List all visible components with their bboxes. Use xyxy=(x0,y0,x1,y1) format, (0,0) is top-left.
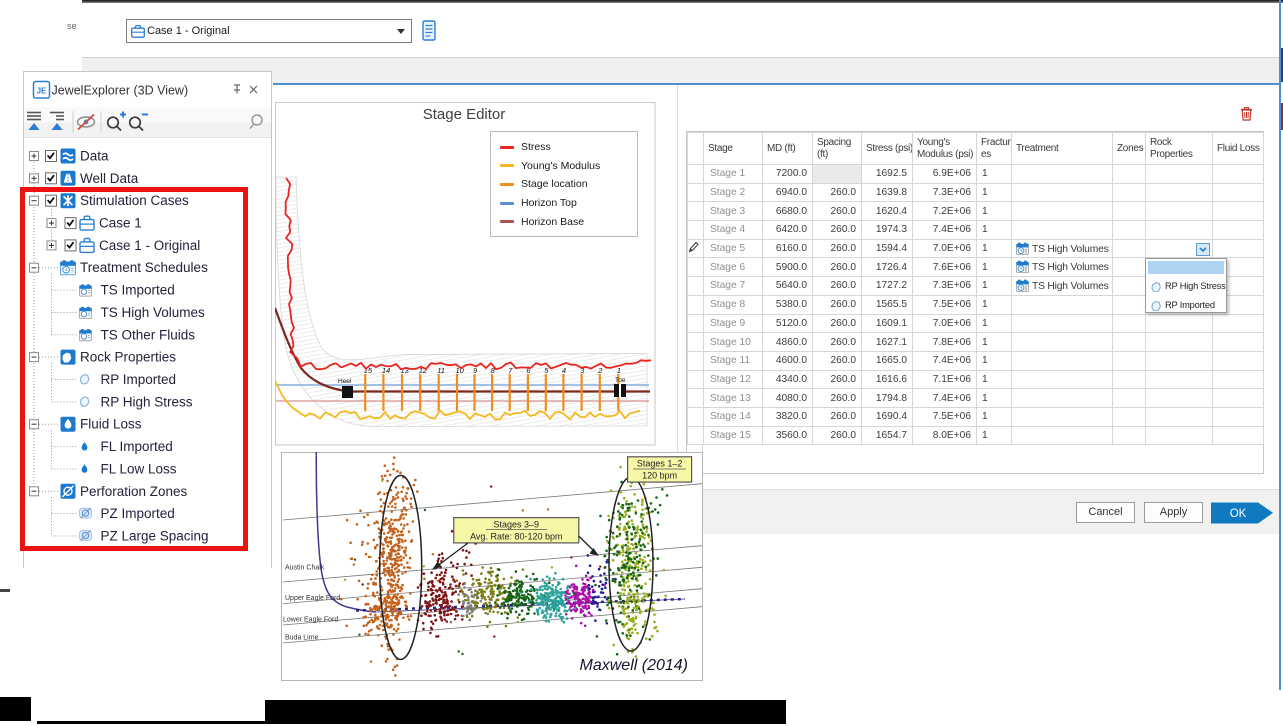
svg-text:Lower Eagle Ford: Lower Eagle Ford xyxy=(283,617,338,624)
svg-text:PZ Large Spacing: PZ Large Spacing xyxy=(101,529,209,544)
svg-text:Perforation Zones: Perforation Zones xyxy=(80,484,188,499)
svg-text:6: 6 xyxy=(526,366,531,375)
svg-text:11: 11 xyxy=(437,366,445,375)
svg-text:PZ Imported: PZ Imported xyxy=(101,506,175,521)
svg-text:14: 14 xyxy=(382,366,390,375)
svg-text:Stages 1–2: Stages 1–2 xyxy=(637,459,683,469)
svg-text:Stage Editor: Stage Editor xyxy=(423,106,506,123)
svg-text:Stimulation Cases: Stimulation Cases xyxy=(80,193,189,208)
svg-text:13: 13 xyxy=(401,366,410,375)
svg-text:Avg. Rate: 80-120 bpm: Avg. Rate: 80-120 bpm xyxy=(470,531,562,541)
svg-text:10: 10 xyxy=(456,366,465,375)
svg-text:5: 5 xyxy=(544,366,549,375)
svg-text:Data: Data xyxy=(80,149,109,164)
svg-text:TS High Volumes: TS High Volumes xyxy=(101,305,206,320)
svg-text:1: 1 xyxy=(617,366,621,375)
svg-text:2: 2 xyxy=(597,366,603,375)
svg-text:TS Imported: TS Imported xyxy=(101,283,175,298)
svg-text:Case 1: Case 1 xyxy=(99,216,142,231)
svg-text:FL Low Loss: FL Low Loss xyxy=(101,461,177,476)
svg-text:Case 1 - Original: Case 1 - Original xyxy=(99,238,200,253)
svg-text:7: 7 xyxy=(508,366,513,375)
svg-text:Fluid Loss: Fluid Loss xyxy=(80,417,142,432)
svg-text:Toe: Toe xyxy=(615,377,626,384)
svg-text:RP High Stress: RP High Stress xyxy=(101,394,193,409)
svg-text:12: 12 xyxy=(419,366,428,375)
svg-text:JE: JE xyxy=(37,87,47,96)
svg-text:4: 4 xyxy=(562,366,566,375)
svg-text:Maxwell (2014): Maxwell (2014) xyxy=(580,657,688,674)
svg-text:Rock Properties: Rock Properties xyxy=(80,350,176,365)
svg-text:9: 9 xyxy=(473,366,478,375)
svg-text:TS Other Fluids: TS Other Fluids xyxy=(101,327,196,342)
svg-text:Well Data: Well Data xyxy=(80,171,139,186)
svg-text:Treatment Schedules: Treatment Schedules xyxy=(80,260,208,275)
svg-text:RP Imported: RP Imported xyxy=(101,372,177,387)
svg-text:Austin Chalk: Austin Chalk xyxy=(285,565,325,572)
svg-text:120 bpm: 120 bpm xyxy=(642,471,677,481)
svg-text:8: 8 xyxy=(491,366,496,375)
svg-text:FL Imported: FL Imported xyxy=(101,439,173,454)
svg-text:15: 15 xyxy=(364,366,373,375)
svg-text:3: 3 xyxy=(580,366,585,375)
svg-text:JewelExplorer (3D View): JewelExplorer (3D View) xyxy=(52,84,189,98)
svg-text:Stages 3–9: Stages 3–9 xyxy=(494,519,540,529)
svg-text:Upper Eagle Ford: Upper Eagle Ford xyxy=(285,595,340,602)
svg-text:OK: OK xyxy=(1230,508,1247,520)
svg-text:Heel: Heel xyxy=(338,378,352,385)
svg-text:Buda Lime: Buda Lime xyxy=(285,635,319,642)
